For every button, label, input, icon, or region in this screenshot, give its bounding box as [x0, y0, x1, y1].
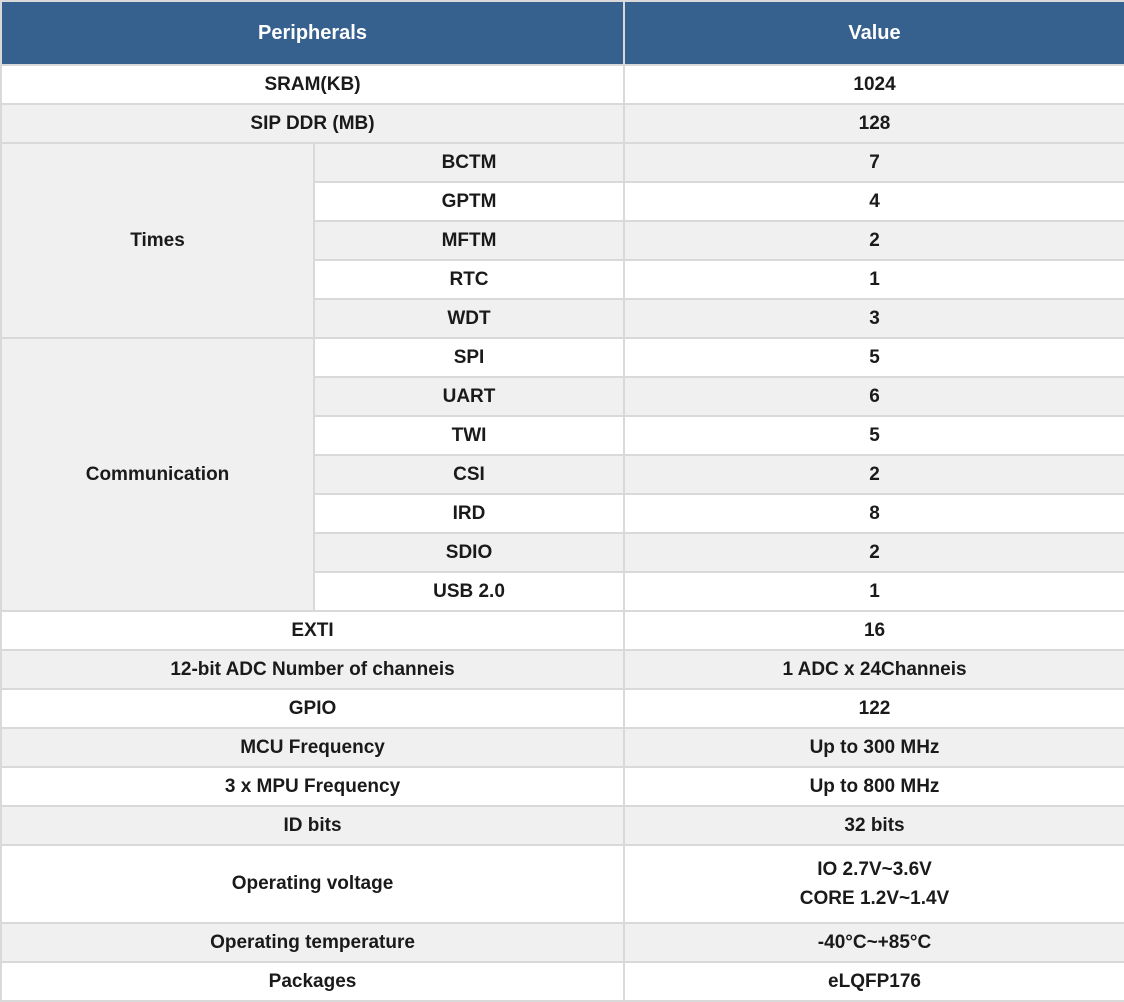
row-value: 128 — [623, 103, 1124, 144]
table-row: Packages eLQFP176 — [0, 961, 1124, 1002]
row-value: 122 — [623, 688, 1124, 729]
table-row: WDT 3 — [1, 298, 1124, 339]
row-label: 3 x MPU Frequency — [0, 766, 626, 807]
table-row: TWI 5 — [1, 415, 1124, 456]
row-label: TWI — [312, 415, 626, 456]
row-label: Operating voltage — [0, 844, 626, 924]
row-value: 8 — [623, 493, 1124, 534]
row-value: IO 2.7V~3.6V CORE 1.2V~1.4V — [623, 844, 1124, 924]
table-row: Operating temperature -40°C~+85°C — [0, 922, 1124, 963]
row-label: MCU Frequency — [0, 727, 626, 768]
row-label: SRAM(KB) — [0, 64, 626, 105]
row-value: 16 — [623, 610, 1124, 651]
table-row: GPIO 122 — [0, 688, 1124, 729]
row-label: EXTI — [0, 610, 626, 651]
table-row: MFTM 2 — [1, 220, 1124, 261]
row-value: 4 — [623, 181, 1124, 222]
table-row: 3 x MPU Frequency Up to 800 MHz — [0, 766, 1124, 807]
table-row: Communication SPI 5 — [0, 337, 1124, 612]
row-value: 1 — [623, 571, 1124, 612]
row-label: SPI — [312, 337, 626, 378]
table-row: SIP DDR (MB) 128 — [0, 103, 1124, 144]
row-value: 32 bits — [623, 805, 1124, 846]
row-label: RTC — [312, 259, 626, 300]
table-row: EXTI 16 — [0, 610, 1124, 651]
row-value: Up to 300 MHz — [623, 727, 1124, 768]
row-value: 1024 — [623, 64, 1124, 105]
row-value: 6 — [623, 376, 1124, 417]
row-label: WDT — [312, 298, 626, 339]
row-value: 1 — [623, 259, 1124, 300]
row-label: SDIO — [312, 532, 626, 573]
row-value: 7 — [623, 142, 1124, 183]
table-row: 12-bit ADC Number of channeis 1 ADC x 24… — [0, 649, 1124, 690]
group-cell-communication: Communication — [0, 337, 315, 612]
column-header-peripherals: Peripherals — [0, 0, 626, 66]
row-label: CSI — [312, 454, 626, 495]
row-value: eLQFP176 — [623, 961, 1124, 1002]
table-row: Operating voltage IO 2.7V~3.6V CORE 1.2V… — [0, 844, 1124, 924]
group-cell-times: Times — [0, 142, 315, 339]
row-value: 5 — [623, 337, 1124, 378]
row-value: 3 — [623, 298, 1124, 339]
row-label: BCTM — [312, 142, 626, 183]
table-row: IRD 8 — [1, 493, 1124, 534]
row-label: UART — [312, 376, 626, 417]
row-value: 2 — [623, 454, 1124, 495]
row-value: 5 — [623, 415, 1124, 456]
row-label: MFTM — [312, 220, 626, 261]
row-label: GPIO — [0, 688, 626, 729]
table-row: MCU Frequency Up to 300 MHz — [0, 727, 1124, 768]
table-row: USB 2.0 1 — [1, 571, 1124, 612]
row-label: IRD — [312, 493, 626, 534]
row-label: Packages — [0, 961, 626, 1002]
table-row: SRAM(KB) 1024 — [0, 64, 1124, 105]
voltage-line-core: CORE 1.2V~1.4V — [799, 888, 950, 909]
row-value: Up to 800 MHz — [623, 766, 1124, 807]
column-header-value: Value — [623, 0, 1124, 66]
row-label: ID bits — [0, 805, 626, 846]
row-value: 1 ADC x 24Channeis — [623, 649, 1124, 690]
row-value: 2 — [623, 532, 1124, 573]
row-label: GPTM — [312, 181, 626, 222]
row-label: 12-bit ADC Number of channeis — [0, 649, 626, 690]
table-row: CSI 2 — [1, 454, 1124, 495]
table-row: GPTM 4 — [1, 181, 1124, 222]
table-row: Times BCTM 7 — [0, 142, 1124, 339]
row-value: -40°C~+85°C — [623, 922, 1124, 963]
table-row: UART 6 — [1, 376, 1124, 417]
table-row: SDIO 2 — [1, 532, 1124, 573]
row-label: USB 2.0 — [312, 571, 626, 612]
row-label: Operating temperature — [0, 922, 626, 963]
voltage-line-io: IO 2.7V~3.6V — [817, 858, 932, 880]
row-value: 2 — [623, 220, 1124, 261]
row-label: SIP DDR (MB) — [0, 103, 626, 144]
table-row: ID bits 32 bits — [0, 805, 1124, 846]
table-row: RTC 1 — [1, 259, 1124, 300]
table-header-row: Peripherals Value — [0, 0, 1124, 66]
